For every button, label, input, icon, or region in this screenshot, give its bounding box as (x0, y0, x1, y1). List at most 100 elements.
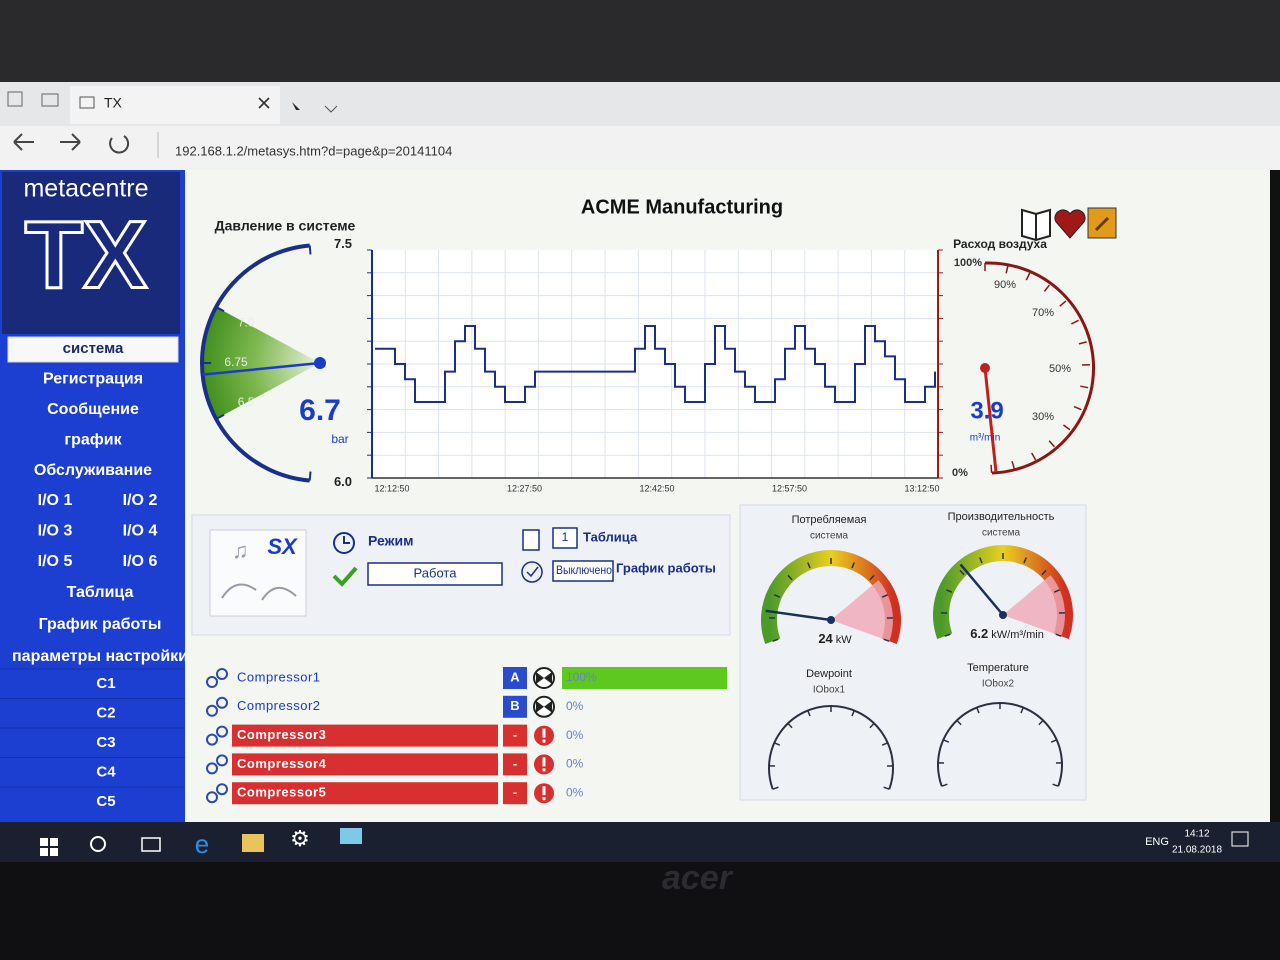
compressor-status-box[interactable] (503, 667, 527, 689)
menu-item[interactable]: I/O 1 (38, 492, 73, 509)
gauge-tick (772, 786, 779, 790)
gauge-tick (774, 594, 781, 598)
gauge-subtitle: система (982, 528, 1020, 539)
compressor-alarm-bar (232, 753, 498, 776)
menu-item[interactable]: I/O 2 (123, 492, 158, 509)
compressor-alarm-bar (232, 724, 498, 747)
forward-button[interactable] (60, 133, 81, 151)
compressor-status-box[interactable] (503, 782, 527, 805)
url[interactable]: 192.168.1.2/metasys.htm?d=page&p=2014110… (175, 143, 452, 158)
compressor-name[interactable]: Compressor5 (237, 785, 326, 800)
alarm-dot (542, 768, 546, 772)
gauge-tick (881, 594, 888, 598)
compressor-name[interactable]: Compressor2 (237, 698, 321, 713)
menu-item[interactable]: C1 (96, 675, 115, 692)
airflow-tick (1059, 300, 1067, 307)
compressor-status-box[interactable] (503, 753, 527, 776)
menu-item[interactable]: C4 (96, 763, 116, 780)
notifications[interactable] (1231, 831, 1249, 847)
task-view[interactable] (141, 837, 161, 852)
win-pane (50, 848, 58, 856)
gauge-title: Потребляемая (792, 514, 867, 526)
menu-item[interactable]: система (63, 340, 124, 357)
compressor-name[interactable]: Compressor3 (237, 727, 326, 742)
airflow-tick (1073, 405, 1082, 411)
tab-menu[interactable] (324, 105, 338, 113)
language[interactable]: ENG (1145, 836, 1169, 848)
settings-icon[interactable]: ⚙ (290, 826, 310, 851)
compressor-load: 0% (566, 757, 584, 771)
gauge-tick (881, 742, 888, 746)
pressure-scale-label: 6.5 (238, 395, 255, 409)
trend-x-label: 12:12:50 (374, 483, 409, 493)
compressor-load: 100% (566, 670, 597, 684)
menu-item[interactable]: I/O 6 (123, 553, 158, 570)
gauge-subtitle: система (810, 531, 848, 542)
menu-item[interactable]: C3 (96, 734, 115, 751)
schedule-box[interactable] (552, 560, 614, 582)
airflow-scale-label: 90% (994, 279, 1016, 291)
alarm-mark (542, 728, 546, 738)
gauge-value: 24 kW (818, 631, 852, 646)
gauge-tick (946, 589, 953, 593)
menu-item[interactable]: I/O 3 (38, 523, 73, 540)
gauge-tick (883, 786, 890, 790)
edge-icon[interactable]: e (195, 829, 209, 859)
trend-x-label: 13:12:50 (904, 483, 939, 493)
key-icon[interactable] (1087, 207, 1117, 239)
menu-item[interactable]: I/O 5 (38, 553, 73, 570)
compressor-status-box[interactable] (503, 695, 527, 718)
tab-icon[interactable] (41, 93, 59, 107)
gauge-unit: kW (836, 634, 853, 646)
gauge-tick (1041, 569, 1047, 576)
compressor-status: - (513, 785, 517, 800)
menu-item[interactable]: Обслуживание (34, 462, 152, 479)
airflow-tick (1048, 440, 1056, 448)
search-button[interactable] (90, 836, 106, 852)
gauges-panel (739, 504, 1087, 801)
manual-icon[interactable] (1021, 208, 1051, 242)
menu-item[interactable]: параметры настройки (12, 648, 188, 665)
compressor-load: 0% (566, 699, 584, 713)
compressor-status-box[interactable] (503, 724, 527, 747)
fan-blades (536, 672, 552, 684)
clock-time[interactable]: 14:12 (1184, 829, 1209, 840)
tab-icon[interactable] (7, 91, 23, 107)
schedule-check (526, 566, 539, 578)
compressor-name[interactable]: Compressor4 (237, 756, 327, 771)
win-pane (40, 848, 48, 856)
menu-item[interactable]: Регистрация (43, 371, 143, 388)
explorer-icon[interactable] (242, 834, 264, 852)
compressor-name[interactable]: Compressor1 (237, 669, 321, 684)
menu-item[interactable]: Таблица (67, 584, 134, 601)
clock-date[interactable]: 21.08.2018 (1172, 845, 1222, 856)
trend-x-label: 12:27:50 (507, 483, 542, 493)
menu-item[interactable]: I/O 4 (123, 523, 158, 540)
airflow-unit: m³/min (970, 433, 1001, 444)
menu-item[interactable]: График работы (39, 616, 162, 633)
app-icon[interactable] (340, 828, 362, 844)
back-button[interactable] (13, 133, 34, 151)
airflow-tick (1025, 272, 1031, 281)
airflow-scale-label: 70% (1032, 307, 1054, 319)
mode-button[interactable] (367, 562, 503, 586)
start-button[interactable] (40, 838, 58, 856)
menu-item[interactable]: Сообщение (47, 401, 139, 418)
airflow-tick (1043, 284, 1050, 292)
table-index-box[interactable] (552, 527, 578, 549)
tab[interactable] (70, 86, 280, 124)
refresh-button[interactable] (109, 135, 130, 154)
menu-item[interactable]: C5 (96, 793, 115, 810)
gauge-unit: kW/m³/min (991, 629, 1044, 641)
health-icon[interactable] (1054, 209, 1086, 239)
address-bar (0, 126, 1280, 170)
alarm-dot (542, 739, 546, 743)
tab-close[interactable] (258, 97, 270, 109)
gauge-hub (999, 611, 1007, 619)
menu-item[interactable]: график (64, 432, 122, 449)
menu-item[interactable]: C2 (96, 704, 115, 721)
win-pane (50, 838, 58, 846)
gauge-tick (772, 638, 779, 642)
airflow-tick (1063, 424, 1071, 431)
